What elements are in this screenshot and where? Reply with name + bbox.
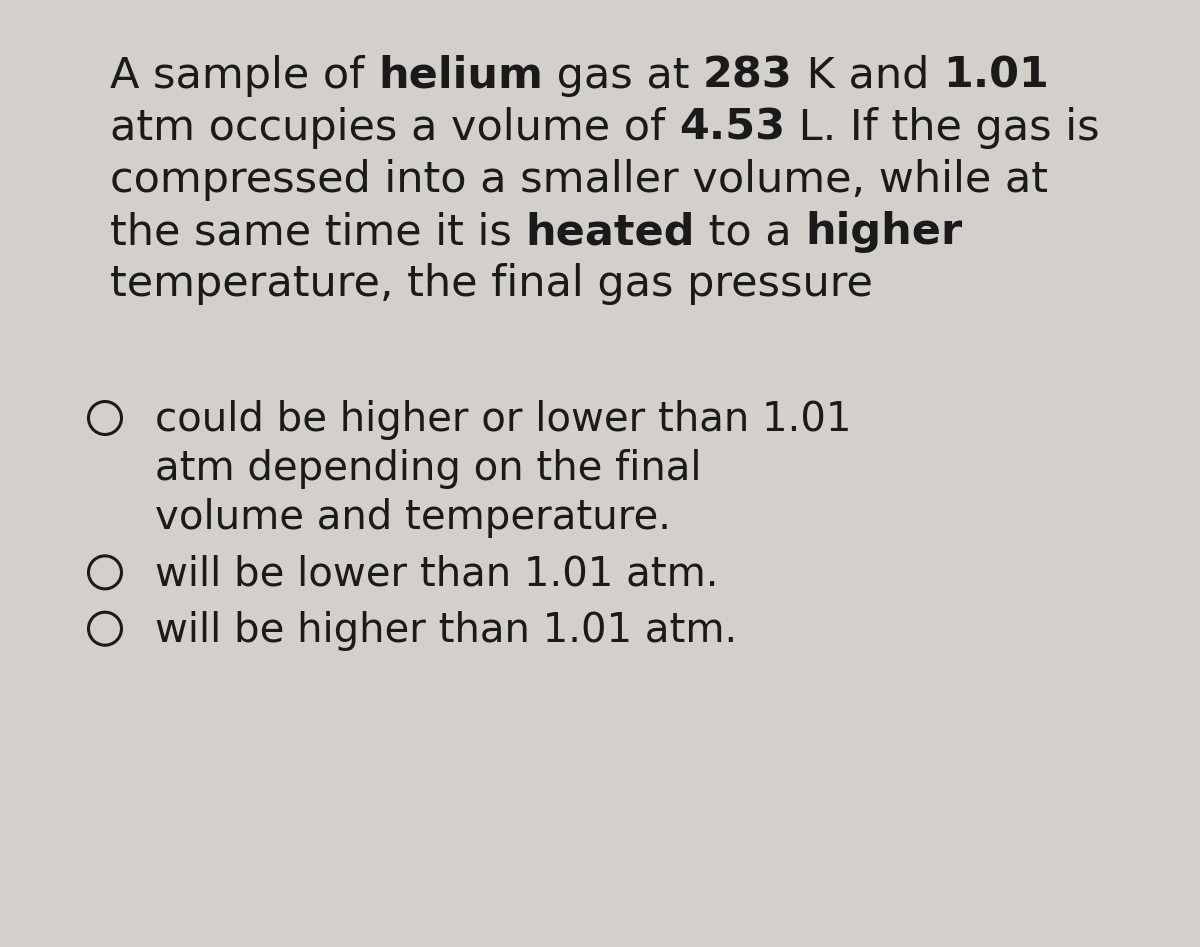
Text: compressed into a smaller volume, while at: compressed into a smaller volume, while … — [110, 159, 1048, 201]
Text: atm depending on the final: atm depending on the final — [155, 449, 702, 489]
Text: the same time it is: the same time it is — [110, 211, 526, 253]
Text: volume and temperature.: volume and temperature. — [155, 498, 671, 538]
Text: 1.01: 1.01 — [943, 55, 1049, 97]
Text: helium: helium — [378, 55, 542, 97]
Text: could be higher or lower than 1.01: could be higher or lower than 1.01 — [155, 400, 852, 440]
Text: 4.53: 4.53 — [679, 107, 785, 149]
Text: to a: to a — [695, 211, 805, 253]
Text: will be higher than 1.01 atm.: will be higher than 1.01 atm. — [155, 611, 737, 651]
Text: atm occupies a volume of: atm occupies a volume of — [110, 107, 679, 149]
Text: A sample of: A sample of — [110, 55, 378, 97]
Text: heated: heated — [526, 211, 695, 253]
Text: will be lower than 1.01 atm.: will be lower than 1.01 atm. — [155, 554, 719, 595]
Text: L. If the gas is: L. If the gas is — [785, 107, 1099, 149]
Text: temperature, the final gas pressure: temperature, the final gas pressure — [110, 263, 872, 305]
Text: K and: K and — [793, 55, 943, 97]
Text: gas at: gas at — [542, 55, 703, 97]
Text: 283: 283 — [703, 55, 793, 97]
Text: higher: higher — [805, 211, 962, 253]
